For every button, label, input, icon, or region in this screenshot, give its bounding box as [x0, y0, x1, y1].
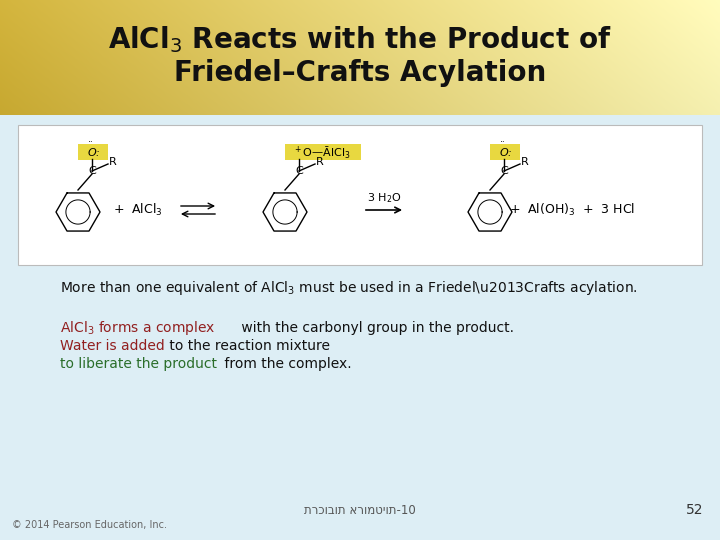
Text: Friedel–Crafts Acylation: Friedel–Crafts Acylation: [174, 59, 546, 87]
Text: ¨: ¨: [500, 141, 505, 151]
Text: Water is added: Water is added: [60, 339, 165, 353]
Text: ¨: ¨: [88, 141, 92, 151]
Text: +  AlCl$_3$: + AlCl$_3$: [113, 202, 163, 218]
Text: R: R: [316, 157, 324, 167]
Text: O:: O:: [500, 148, 513, 158]
Text: from the complex.: from the complex.: [220, 357, 351, 371]
Text: to the reaction mixture: to the reaction mixture: [165, 339, 330, 353]
Text: תרכובות ארומטיות-10: תרכובות ארומטיות-10: [304, 503, 416, 516]
Text: AlCl$_3$ forms a complex: AlCl$_3$ forms a complex: [60, 319, 216, 337]
Text: C: C: [500, 166, 508, 176]
Bar: [285, 144, 361, 160]
Text: R: R: [521, 157, 529, 167]
Text: 3 H$_2$O: 3 H$_2$O: [366, 191, 401, 205]
Text: C: C: [88, 166, 96, 176]
Text: C: C: [295, 166, 303, 176]
Text: to liberate the product: to liberate the product: [60, 357, 217, 371]
Text: $^+$O—ĀlCl$_3$: $^+$O—ĀlCl$_3$: [293, 145, 351, 161]
Text: +  Al(OH)$_3$  +  3 HCl: + Al(OH)$_3$ + 3 HCl: [509, 202, 635, 218]
Text: More than one equivalent of AlCl$_3$ must be used in a Friedel\u2013Crafts acyla: More than one equivalent of AlCl$_3$ mus…: [60, 279, 638, 297]
Text: 52: 52: [686, 503, 703, 517]
Text: AlCl$_3$ Reacts with the Product of: AlCl$_3$ Reacts with the Product of: [108, 25, 612, 56]
Text: with the carbonyl group in the product.: with the carbonyl group in the product.: [237, 321, 514, 335]
Bar: [18, 125, 702, 265]
Text: O:: O:: [88, 148, 100, 158]
Bar: [78, 144, 108, 160]
Bar: [490, 144, 520, 160]
Text: © 2014 Pearson Education, Inc.: © 2014 Pearson Education, Inc.: [12, 520, 167, 530]
Text: R: R: [109, 157, 117, 167]
